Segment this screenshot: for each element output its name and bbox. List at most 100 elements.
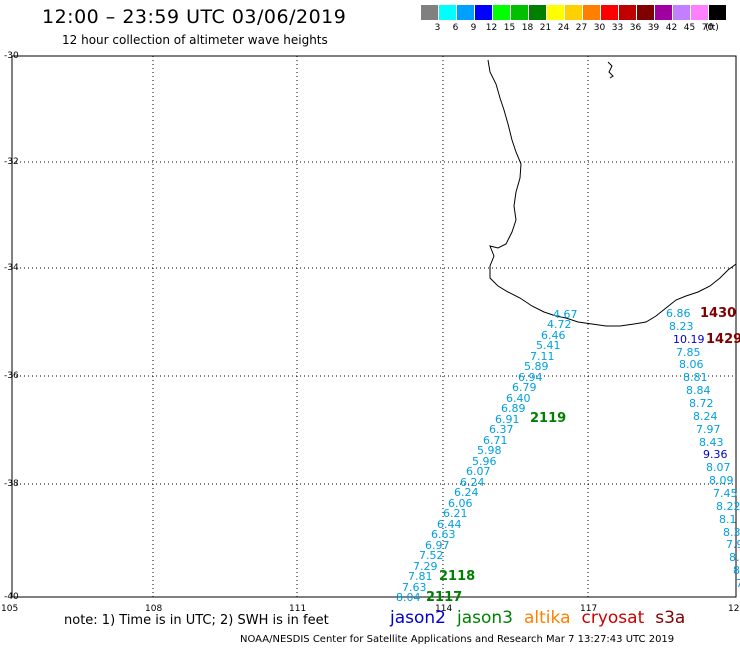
satellite-legend: jason2 jason3 altika cryosat s3a <box>390 608 696 628</box>
wave-height-value: 4.72 <box>547 318 572 331</box>
scale-swatch <box>493 5 510 20</box>
latitude-label: -36 <box>4 371 19 381</box>
pass-number-label: 2118 <box>439 569 476 584</box>
wave-height-value: 6.37 <box>489 423 514 436</box>
scale-swatch <box>655 5 672 20</box>
wave-height-value: 6.91 <box>495 413 520 426</box>
scale-swatch <box>529 5 546 20</box>
wave-height-value: 7.63 <box>402 581 427 594</box>
wave-height-value: 7.11 <box>530 350 555 363</box>
wave-height-value: 7.52 <box>419 549 444 562</box>
wave-height-value: 6.24 <box>454 486 479 499</box>
scale-swatch <box>673 5 690 20</box>
satellite-legend-item: jason2 <box>390 608 446 628</box>
wave-height-value: 10.19 <box>673 333 705 346</box>
scale-swatch <box>511 5 528 20</box>
scale-swatch <box>547 5 564 20</box>
wave-height-value: 4.67 <box>553 308 578 321</box>
note-text: note: 1) Time is in UTC; 2) SWH is in fe… <box>64 613 329 628</box>
scale-label: 12 <box>485 23 498 33</box>
scale-swatch <box>619 5 636 20</box>
wave-height-value: 5.96 <box>472 455 497 468</box>
scale-label: 36 <box>629 23 642 33</box>
scale-label: 24 <box>557 23 570 33</box>
wave-height-value: 8.1 <box>733 564 740 577</box>
island-rottnest <box>607 61 614 79</box>
credit-text: NOAA/NESDIS Center for Satellite Applica… <box>240 634 675 645</box>
wave-height-value: 8.81 <box>683 371 708 384</box>
wave-height-value: 6.21 <box>443 507 468 520</box>
wave-height-value: 6.40 <box>506 392 531 405</box>
pass-number-label: 1430 <box>700 306 737 321</box>
scale-swatch <box>565 5 582 20</box>
scale-label: 6 <box>452 23 459 33</box>
wave-height-value: 5.41 <box>536 339 561 352</box>
longitude-label: 105 <box>1 604 19 614</box>
scale-label: 9 <box>470 23 477 33</box>
map-gridlines <box>12 56 736 597</box>
wave-height-value: 8.04 <box>396 591 421 604</box>
map-frame <box>11 55 737 598</box>
scale-label: 30 <box>593 23 606 33</box>
wave-height-value: 8.23 <box>669 320 694 333</box>
longitude-label: 111 <box>289 604 307 614</box>
wave-height-value: 6.63 <box>431 528 456 541</box>
wave-height-value: 7.81 <box>408 570 433 583</box>
scale-unit: (ft) <box>705 23 719 33</box>
scale-label: 45 <box>683 23 696 33</box>
scale-label: 27 <box>575 23 588 33</box>
wave-height-value: 6.07 <box>466 465 491 478</box>
latitude-label: -30 <box>4 51 19 61</box>
satellite-legend-item: altika <box>524 608 571 628</box>
page-title: 12:00 – 23:59 UTC 03/06/2019 <box>42 6 347 28</box>
wave-height-value: 7.45 <box>713 487 738 500</box>
latitude-label: -38 <box>4 479 19 489</box>
wave-height-value: 7.9 <box>726 538 740 551</box>
longitude-label: 114 <box>435 604 453 614</box>
satellite-legend-item: jason3 <box>457 608 513 628</box>
scale-swatch <box>475 5 492 20</box>
wave-height-value: 6.06 <box>448 497 473 510</box>
wave-height-value: 8.06 <box>679 358 704 371</box>
latitude-label: -40 <box>4 592 19 602</box>
scale-swatch <box>691 5 708 20</box>
scale-swatch <box>583 5 600 20</box>
wave-height-value: 5.89 <box>524 360 549 373</box>
wave-height-value: 6.89 <box>501 402 526 415</box>
wave-height-value: 6.71 <box>483 434 508 447</box>
longitude-label: 120 <box>728 604 740 614</box>
longitude-label: 108 <box>145 604 163 614</box>
longitude-label: 117 <box>580 604 598 614</box>
wave-height-value: 8.24 <box>693 410 718 423</box>
wave-height-value: 8.0 <box>729 551 740 564</box>
scale-swatch <box>421 5 438 20</box>
wave-height-value: 5.98 <box>477 444 502 457</box>
wave-height-value: 6.86 <box>666 307 691 320</box>
wave-height-value: 7.8 <box>736 577 740 590</box>
scale-label: 18 <box>521 23 534 33</box>
wave-height-value: 8.43 <box>699 436 724 449</box>
wave-height-value: 7.29 <box>413 560 438 573</box>
scale-swatch <box>637 5 654 20</box>
scale-swatch <box>439 5 456 20</box>
wave-height-value: 8.22 <box>716 500 740 513</box>
wave-height-value: 7.85 <box>676 346 701 359</box>
scale-swatch <box>709 5 726 20</box>
latitude-label: -34 <box>4 263 19 273</box>
satellite-legend-item: s3a <box>655 608 686 628</box>
wave-height-value: 6.46 <box>541 329 566 342</box>
wave-height-value: 9.36 <box>703 448 728 461</box>
pass-number-label: 1429 <box>706 332 740 347</box>
wave-height-value: 8.1 <box>719 513 737 526</box>
scale-label: 70 <box>701 23 714 33</box>
page-subtitle: 12 hour collection of altimeter wave hei… <box>62 33 328 47</box>
scale-swatch <box>457 5 474 20</box>
wave-height-value: 8.3 <box>723 526 740 539</box>
scale-label: 42 <box>665 23 678 33</box>
scale-label: 15 <box>503 23 516 33</box>
wave-height-value: 8.07 <box>706 461 731 474</box>
wave-height-value: 6.24 <box>460 476 485 489</box>
wave-height-value: 8.84 <box>686 384 711 397</box>
wave-height-value: 8.09 <box>709 474 734 487</box>
wave-height-value: 6.44 <box>437 518 462 531</box>
